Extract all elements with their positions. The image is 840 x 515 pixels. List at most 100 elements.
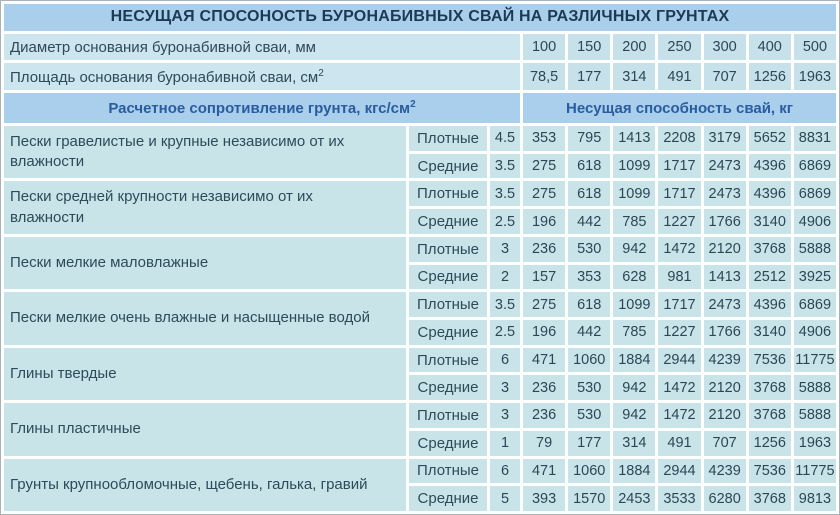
density-cell: Средние xyxy=(409,375,487,401)
capacity-value-cell: 3140 xyxy=(748,319,791,345)
capacity-value-cell: 5652 xyxy=(748,126,791,151)
density-cell: Плотные xyxy=(409,403,487,428)
capacity-value-cell: 7536 xyxy=(748,458,791,484)
capacity-value-cell: 2512 xyxy=(748,264,791,290)
area-label-sup: 2 xyxy=(318,67,324,79)
capacity-value-cell: 942 xyxy=(613,236,656,262)
capacity-value-cell: 1099 xyxy=(613,181,656,207)
density-cell: Средние xyxy=(409,430,487,456)
soil-rows: Пески гравелистые и крупные независимо о… xyxy=(4,126,836,511)
resistance-cell: 6 xyxy=(490,347,520,373)
capacity-value-cell: 4396 xyxy=(748,181,791,207)
capacity-value-cell: 530 xyxy=(568,403,611,428)
capacity-value-cell: 2120 xyxy=(703,375,746,401)
capacity-value-cell: 442 xyxy=(568,209,611,234)
resistance-cell: 3.5 xyxy=(490,153,520,179)
capacity-value-cell: 2473 xyxy=(703,292,746,317)
density-cell: Плотные xyxy=(409,236,487,262)
table-row: Средние 2.5 196 442 785 1227 1766 3140 4906 xyxy=(4,319,836,345)
capacity-value-cell: 1413 xyxy=(703,264,746,290)
area-value: 177 xyxy=(568,63,611,91)
capacity-value-cell: 5888 xyxy=(793,236,836,262)
density-cell: Средние xyxy=(409,264,487,290)
density-cell: Средние xyxy=(409,153,487,179)
capacity-value-cell: 236 xyxy=(523,375,566,401)
capacity-value-cell: 275 xyxy=(523,181,566,207)
capacity-value-cell: 1256 xyxy=(748,430,791,456)
capacity-value-cell: 2944 xyxy=(658,458,701,484)
capacity-value-cell: 353 xyxy=(523,126,566,151)
capacity-value-cell: 618 xyxy=(568,153,611,179)
capacity-value-cell: 3768 xyxy=(748,403,791,428)
diameter-row: Диаметр основания буронабивной сваи, мм … xyxy=(4,33,836,61)
area-label: Площадь основания буронабивной сваи, см xyxy=(10,68,319,86)
soil-type-cell: Пески гравелистые и крупные независимо о… xyxy=(4,126,406,179)
capacity-value-cell: 618 xyxy=(568,292,611,317)
capacity-value-cell: 5888 xyxy=(793,403,836,428)
resistance-cell: 2.5 xyxy=(490,319,520,345)
density-cell: Плотные xyxy=(409,181,487,207)
resistance-cell: 3.5 xyxy=(490,181,520,207)
capacity-value-cell: 8831 xyxy=(793,126,836,151)
table-row: Средние 1 79 177 314 491 707 1256 1963 xyxy=(4,430,836,456)
capacity-value-cell: 196 xyxy=(523,319,566,345)
soil-type-cell: Глины твердые xyxy=(4,347,406,401)
capacity-value-cell: 3768 xyxy=(748,236,791,262)
capacity-value-cell: 1099 xyxy=(613,153,656,179)
capacity-value-cell: 1472 xyxy=(658,403,701,428)
table-row: Средние 3.5 275 618 1099 1717 2473 4396 6869 xyxy=(4,153,836,179)
resistance-header-label: Расчетное сопротивление грунта, кгс/см xyxy=(108,100,411,118)
table-row: Глины пластичные Плотные 3 236 530 942 1472 212… xyxy=(4,403,836,456)
capacity-value-cell: 795 xyxy=(568,126,611,151)
capacity-value-cell: 1472 xyxy=(658,236,701,262)
capacity-value-cell: 530 xyxy=(568,375,611,401)
capacity-value-cell: 1717 xyxy=(658,292,701,317)
capacity-value-cell: 275 xyxy=(523,292,566,317)
capacity-header-cell: Несущая способность свай, кг xyxy=(523,93,836,124)
capacity-value-cell: 6869 xyxy=(793,181,836,207)
resistance-cell: 5 xyxy=(490,486,520,511)
capacity-value-cell: 314 xyxy=(613,430,656,456)
density-cell: Плотные xyxy=(409,126,487,151)
capacity-value-cell: 4239 xyxy=(703,458,746,484)
capacity-value-cell: 1717 xyxy=(658,153,701,179)
capacity-value-cell: 618 xyxy=(568,181,611,207)
capacity-value-cell: 1884 xyxy=(613,347,656,373)
capacity-value-cell: 1099 xyxy=(613,292,656,317)
capacity-value-cell: 981 xyxy=(658,264,701,290)
diameter-value: 200 xyxy=(613,33,656,61)
capacity-value-cell: 3140 xyxy=(748,209,791,234)
capacity-value-cell: 2120 xyxy=(703,236,746,262)
title-row: НЕСУЩАЯ СПОСОНОСТЬ БУРОНАБИВНЫХ СВАЙ НА … xyxy=(4,4,836,31)
resistance-cell: 3 xyxy=(490,375,520,401)
soil-type-cell: Пески мелкие маловлажные xyxy=(4,236,406,290)
capacity-value-cell: 4906 xyxy=(793,209,836,234)
capacity-value-cell: 177 xyxy=(568,430,611,456)
resistance-cell: 3 xyxy=(490,236,520,262)
capacity-value-cell: 9813 xyxy=(793,486,836,511)
diameter-value: 400 xyxy=(748,33,791,61)
capacity-value-cell: 2120 xyxy=(703,403,746,428)
area-value: 491 xyxy=(658,63,701,91)
area-value: 314 xyxy=(613,63,656,91)
table-row: Пески гравелистые и крупные независимо о… xyxy=(4,126,836,179)
capacity-value-cell: 6869 xyxy=(793,292,836,317)
capacity-value-cell: 236 xyxy=(523,403,566,428)
capacity-value-cell: 785 xyxy=(613,319,656,345)
table-row: Средние 2.5 196 442 785 1227 1766 3140 4906 xyxy=(4,209,836,234)
resistance-cell: 6 xyxy=(490,458,520,484)
table-row: Глины твердые Плотные 6 471 1060 1884 2944 4239… xyxy=(4,347,836,401)
diameter-value: 100 xyxy=(523,33,566,61)
resistance-cell: 1 xyxy=(490,430,520,456)
soil-type-cell: Грунты крупнообломочные, щебень, галька,… xyxy=(4,458,406,511)
diameter-value: 500 xyxy=(793,33,836,61)
capacity-value-cell: 1884 xyxy=(613,458,656,484)
density-cell: Плотные xyxy=(409,347,487,373)
capacity-value-cell: 4396 xyxy=(748,153,791,179)
capacity-value-cell: 1766 xyxy=(703,319,746,345)
resistance-header-sup: 2 xyxy=(410,99,416,111)
resistance-cell: 3.5 xyxy=(490,292,520,317)
resistance-header-cell: Расчетное сопротивление грунта, кгс/см2 xyxy=(4,93,520,124)
capacity-value-cell: 196 xyxy=(523,209,566,234)
